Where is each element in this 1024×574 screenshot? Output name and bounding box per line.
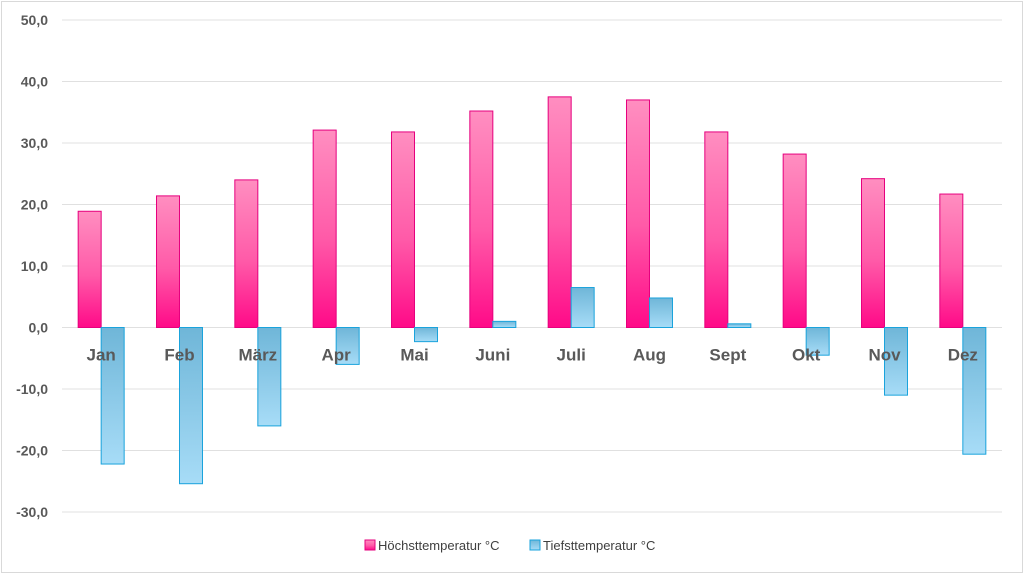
- bar-high-9: [704, 131, 729, 328]
- bar-high-11: [861, 178, 885, 328]
- bar-high-12: [939, 193, 964, 328]
- bar-high-1: [77, 210, 102, 328]
- x-tick-label: Juni: [475, 346, 510, 365]
- x-tick-label: Nov: [868, 346, 901, 365]
- y-tick-label: 10,0: [21, 258, 48, 274]
- y-tick-label: -10,0: [16, 381, 48, 397]
- x-axis-ticks: Jan Feb März Apr Mai Juni Juli Aug Sept Okt Nov Dez: [87, 346, 978, 365]
- bar-low-9: [727, 323, 752, 328]
- bar-low-11: [884, 327, 908, 396]
- y-tick-label: 20,0: [21, 197, 48, 213]
- bar-low-2: [179, 327, 203, 485]
- bar-low-6: [492, 320, 517, 329]
- x-tick-label: Apr: [322, 346, 352, 365]
- bar-high-4: [312, 129, 337, 328]
- x-tick-label: Okt: [792, 346, 821, 365]
- bar-high-5: [391, 131, 415, 328]
- x-tick-label: Juli: [557, 346, 586, 365]
- x-tick-label: Mai: [400, 346, 428, 365]
- y-tick-label: 0,0: [29, 320, 49, 336]
- bar-low-4: [335, 327, 360, 365]
- bar-high-2: [156, 195, 180, 328]
- x-tick-label: Jan: [87, 346, 116, 365]
- y-tick-label: -30,0: [16, 504, 48, 520]
- x-tick-label: Feb: [164, 346, 194, 365]
- bar-low-5: [414, 327, 438, 343]
- bar-low-1: [100, 327, 125, 465]
- legend-swatch-high: [364, 539, 376, 551]
- bar-high-6: [469, 110, 494, 328]
- bar-high-3: [234, 179, 259, 328]
- gridlines: [62, 19, 1002, 513]
- y-tick-label: 40,0: [21, 74, 48, 90]
- legend-label-high: Höchsttemperatur °C: [378, 538, 500, 553]
- bar-low-10: [805, 327, 830, 356]
- bar-low-8: [649, 297, 673, 329]
- bars: [77, 96, 987, 485]
- y-tick-label: -20,0: [16, 443, 48, 459]
- bar-low-3: [257, 327, 282, 427]
- legend-label-low: Tiefsttemperatur °C: [543, 538, 655, 553]
- y-tick-label: 50,0: [21, 12, 48, 28]
- bar-low-12: [962, 327, 987, 455]
- x-tick-label: März: [238, 346, 277, 365]
- bar-high-10: [782, 153, 807, 328]
- legend: Höchsttemperatur °C Tiefsttemperatur °C: [364, 538, 655, 553]
- bar-high-8: [626, 99, 650, 328]
- bar-high-7: [547, 96, 572, 328]
- legend-swatch-low: [529, 539, 541, 551]
- x-tick-label: Dez: [948, 346, 978, 365]
- y-axis-ticks: 50,0 40,0 30,0 20,0 10,0 0,0 -10,0 -20,0 -30,0: [16, 12, 48, 520]
- x-tick-label: Sept: [709, 346, 746, 365]
- x-tick-label: Aug: [633, 346, 666, 365]
- bar-low-7: [570, 287, 595, 328]
- y-tick-label: 30,0: [21, 135, 48, 151]
